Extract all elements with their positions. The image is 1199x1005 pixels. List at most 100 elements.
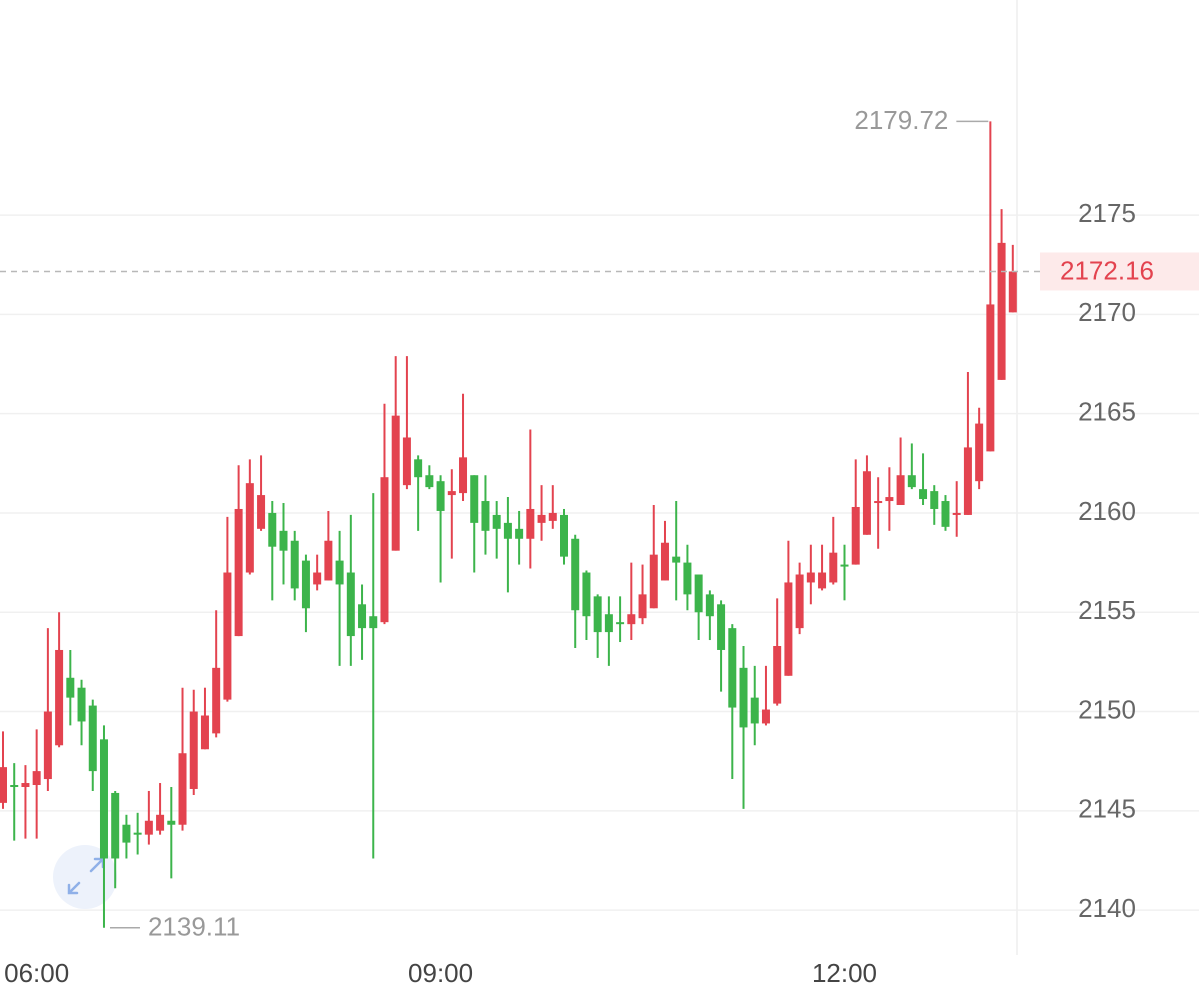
candle-body xyxy=(660,542,669,581)
candle-body xyxy=(818,572,827,589)
candle-body xyxy=(582,572,591,617)
candle-body xyxy=(604,614,613,633)
current-price-bg xyxy=(1040,252,1199,291)
candle-body xyxy=(88,705,97,772)
candle-body xyxy=(649,554,658,609)
candle-body xyxy=(896,475,905,506)
candle-body xyxy=(986,304,995,452)
candle-body xyxy=(930,491,939,509)
candle-body xyxy=(189,711,198,789)
candle-body xyxy=(99,739,108,859)
candle-body xyxy=(245,483,254,573)
candle-body xyxy=(705,594,714,617)
y-tick-label: 2150 xyxy=(1078,694,1136,724)
candle-body xyxy=(907,475,916,488)
candle-body xyxy=(268,512,277,547)
candle-body xyxy=(829,552,838,583)
candle-body xyxy=(369,616,378,629)
candle-body xyxy=(694,574,703,613)
candle-body xyxy=(616,622,625,625)
candle-body xyxy=(425,475,434,488)
x-tick-label: 12:00 xyxy=(812,958,877,988)
candle-body xyxy=(10,785,19,788)
candle-body xyxy=(358,604,367,629)
candle-body xyxy=(133,832,142,835)
y-tick-label: 2140 xyxy=(1078,893,1136,923)
candle-body xyxy=(200,715,209,750)
candle-body xyxy=(178,753,187,825)
candle-body xyxy=(526,508,535,539)
candle-body xyxy=(919,489,928,500)
candle-body xyxy=(346,572,355,637)
candle-body xyxy=(560,514,568,557)
candle-body xyxy=(806,572,815,583)
candle-body xyxy=(21,783,30,787)
x-tick-label: 09:00 xyxy=(408,958,473,988)
candle-body xyxy=(43,711,52,780)
candle-body xyxy=(335,560,344,585)
candle-body xyxy=(885,497,894,502)
candle-body xyxy=(77,687,86,722)
candle-body xyxy=(167,820,176,825)
candle-body xyxy=(874,501,883,504)
candle-body xyxy=(459,457,468,494)
candle-body xyxy=(997,242,1006,380)
candle-body xyxy=(537,514,546,523)
y-tick-label: 2160 xyxy=(1078,496,1136,526)
candle-body xyxy=(414,459,423,478)
candle-body xyxy=(515,528,524,539)
candle-body xyxy=(795,574,804,629)
candle-body xyxy=(234,508,243,637)
candle-body xyxy=(391,415,400,551)
candle-body xyxy=(223,572,232,700)
candle-body xyxy=(672,556,681,563)
y-tick-label: 2175 xyxy=(1078,198,1136,228)
candle-body xyxy=(975,423,984,482)
current-price-label: 2172.16 xyxy=(1060,255,1154,285)
candle-body xyxy=(0,767,7,803)
candle-body xyxy=(862,471,871,535)
candle-body xyxy=(593,596,602,633)
candle-body xyxy=(1008,271,1017,313)
candle-body xyxy=(290,540,299,589)
x-tick-label: 06:00 xyxy=(4,958,69,988)
candle-body xyxy=(436,481,445,511)
candle-body xyxy=(380,477,389,623)
candle-body xyxy=(301,560,310,609)
candle-body xyxy=(470,475,479,523)
candle-body xyxy=(728,628,737,708)
candle-body xyxy=(851,506,860,565)
candle-body xyxy=(638,594,647,619)
candle-body xyxy=(313,572,322,585)
candle-body xyxy=(212,667,221,734)
y-tick-label: 2170 xyxy=(1078,297,1136,327)
candle-body xyxy=(66,677,75,698)
candles xyxy=(0,121,1017,928)
candle-body xyxy=(111,792,120,859)
y-tick-label: 2145 xyxy=(1078,794,1136,824)
candle-body xyxy=(144,820,153,835)
candle-body xyxy=(492,514,501,529)
candle-body xyxy=(503,522,512,539)
candle-body xyxy=(784,582,793,676)
candle-body xyxy=(840,564,849,567)
max-label: 2179.72 xyxy=(854,105,948,135)
candle-body xyxy=(156,814,165,831)
candle-body xyxy=(952,512,961,515)
y-tick-label: 2165 xyxy=(1078,397,1136,427)
candle-body xyxy=(571,538,580,611)
candle-body xyxy=(773,646,782,704)
candle-body xyxy=(481,501,490,531)
candle-body xyxy=(257,495,266,529)
candle-body xyxy=(279,530,288,551)
candle-body xyxy=(941,501,950,527)
candle-body xyxy=(324,540,333,581)
candle-body xyxy=(447,491,456,496)
candle-body xyxy=(55,649,64,746)
candle-body xyxy=(683,562,692,595)
y-tick-label: 2155 xyxy=(1078,595,1136,625)
candle-body xyxy=(963,447,972,515)
candle-body xyxy=(122,824,131,843)
